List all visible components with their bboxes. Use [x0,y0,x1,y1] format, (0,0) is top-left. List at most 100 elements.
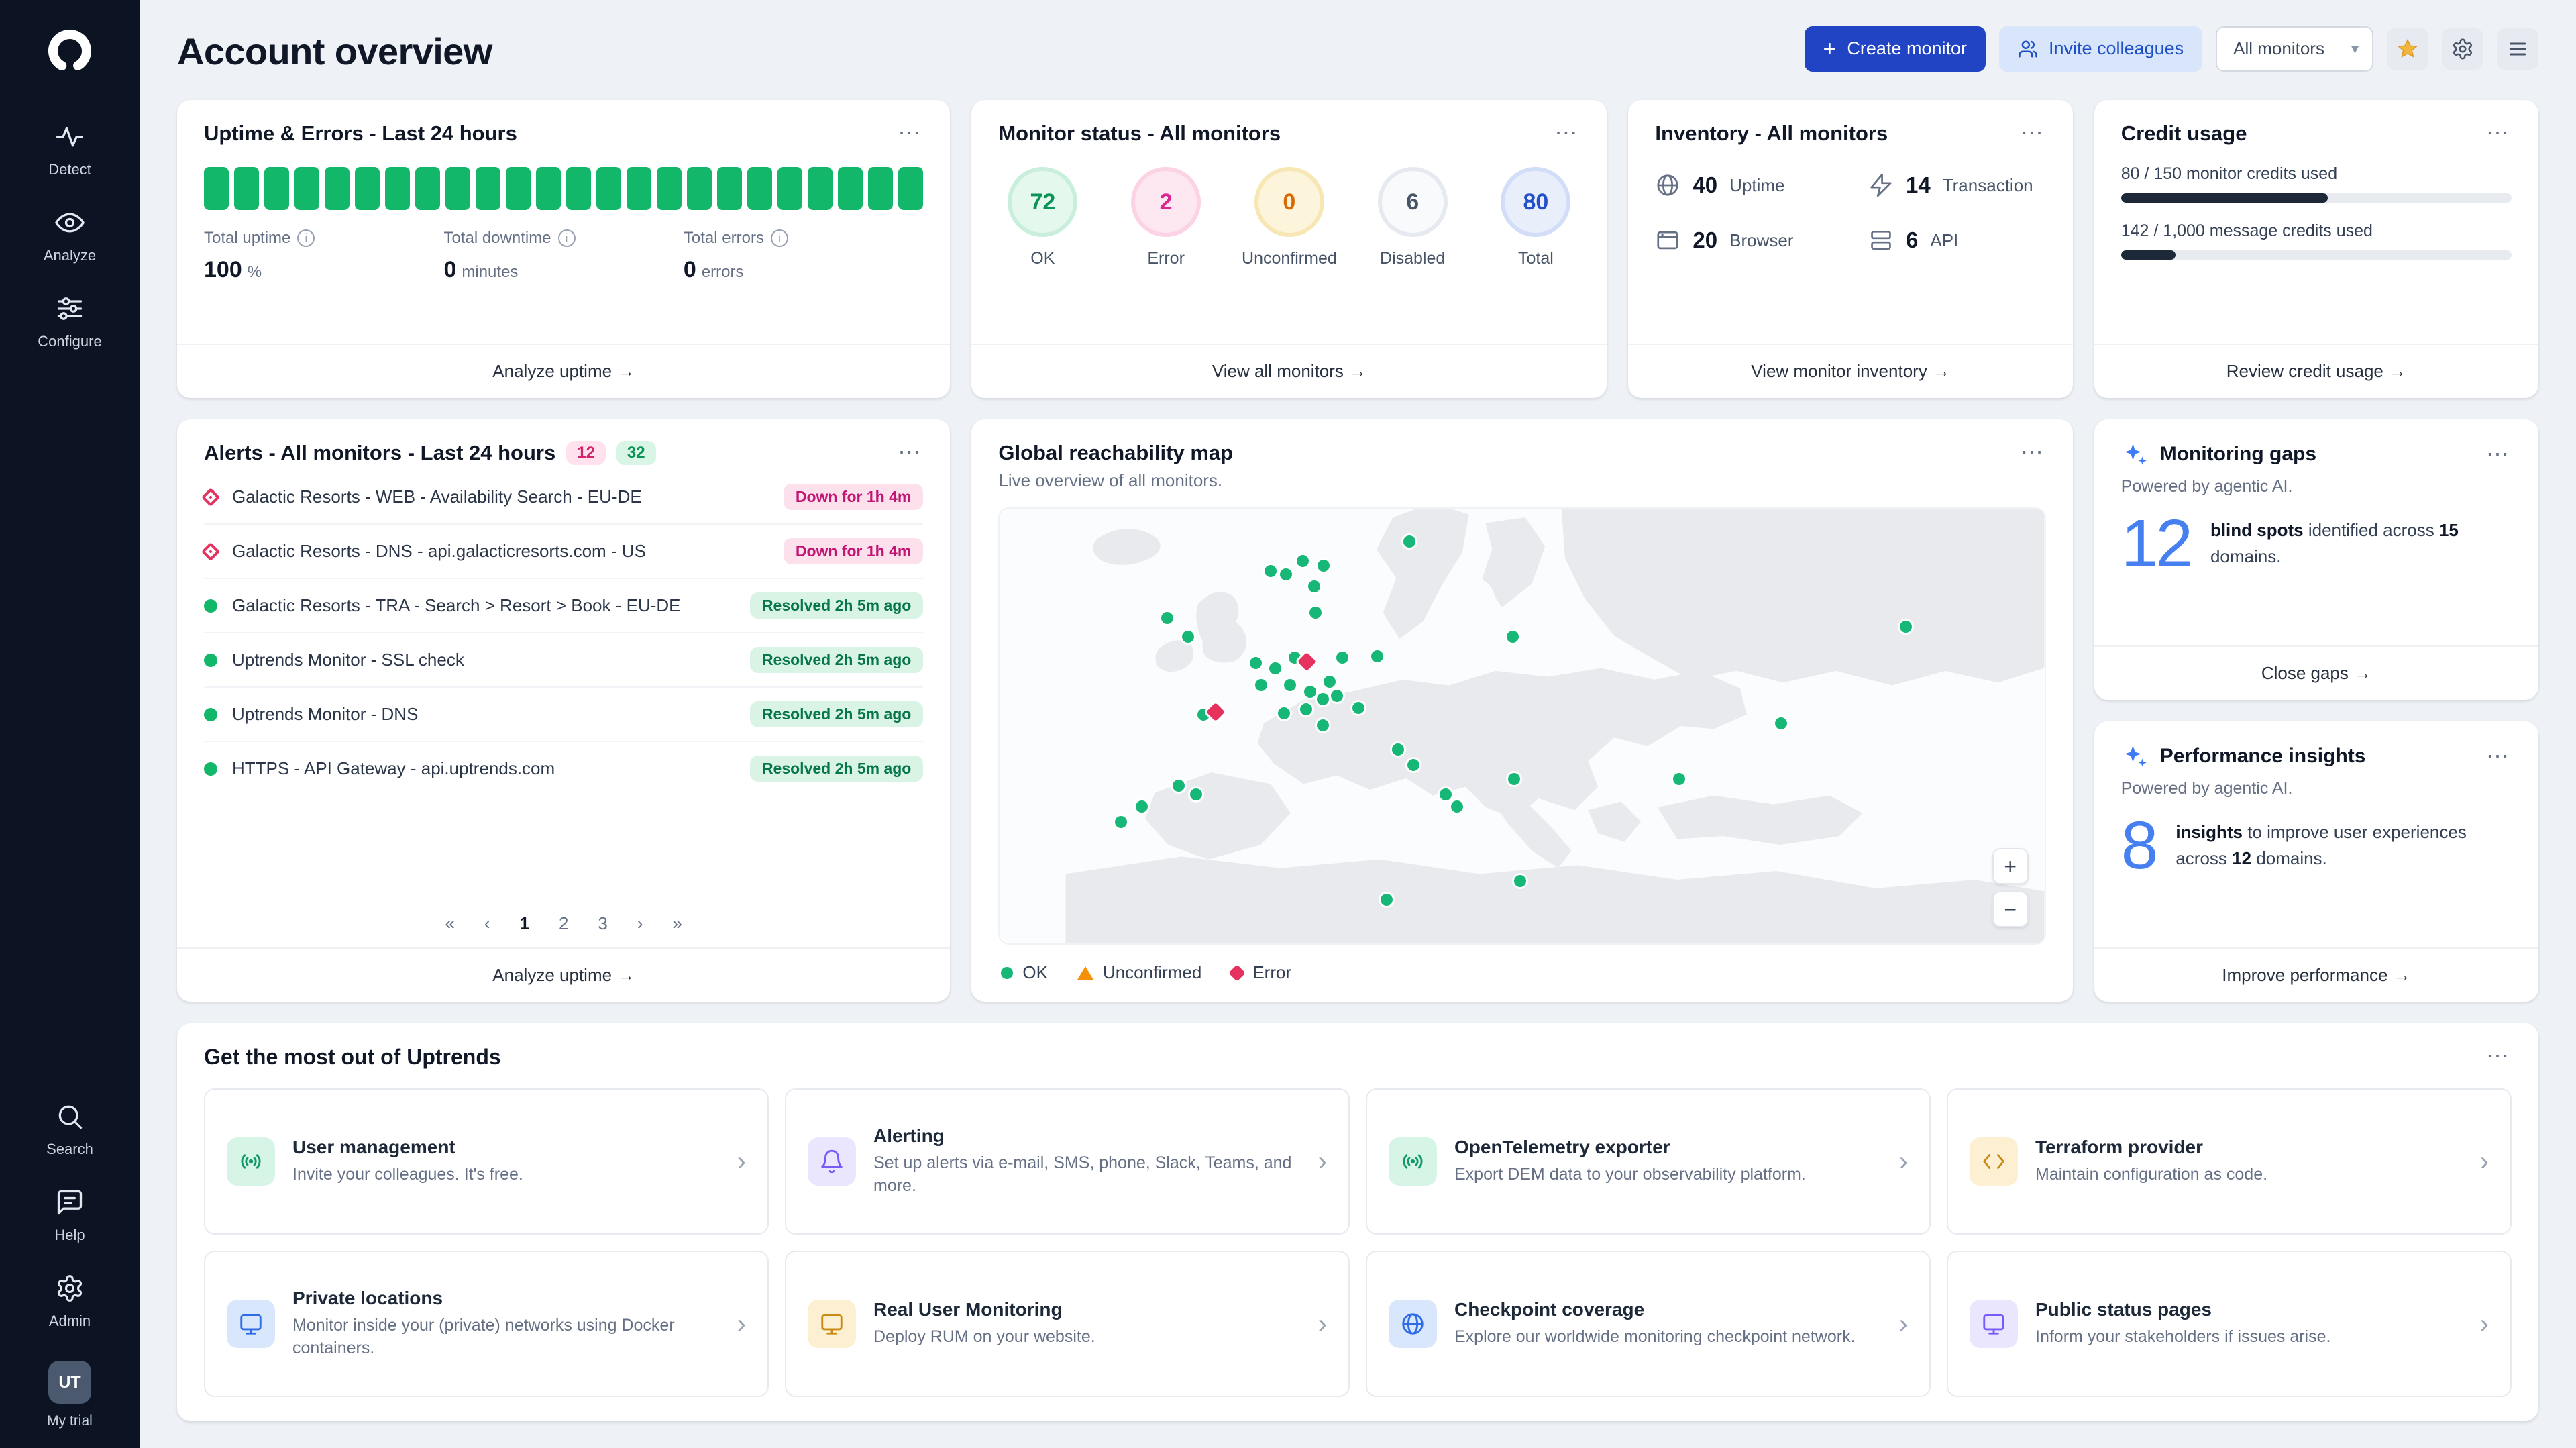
card-menu-button[interactable]: ⋯ [2018,441,2046,464]
map-marker-ok[interactable] [1190,788,1203,800]
map-marker-ok[interactable] [1316,719,1329,731]
favorites-button[interactable] [2387,28,2428,70]
map-marker-ok[interactable] [1277,707,1290,719]
alert-row[interactable]: Uptrends Monitor - DNS Resolved 2h 5m ag… [204,688,924,742]
sidebar-item-analyze[interactable]: Analyze [0,193,140,279]
card-menu-button[interactable]: ⋯ [2018,121,2046,144]
map-marker-ok[interactable] [1318,559,1330,572]
map-marker-ok[interactable] [1403,535,1415,548]
sidebar-item-detect[interactable]: Detect [0,107,140,193]
map-marker-ok[interactable] [1507,773,1520,786]
card-menu-button[interactable]: ⋯ [2483,1045,2512,1068]
uptrends-logo[interactable] [40,21,99,81]
map-marker-ok[interactable] [1507,631,1519,643]
sidebar-item-configure[interactable]: Configure [0,279,140,365]
improve-performance-link[interactable]: Improve performance → [2094,947,2538,1002]
map-marker-ok[interactable] [1309,606,1322,619]
alert-row[interactable]: Galactic Resorts - TRA - Search > Resort… [204,579,924,633]
map-marker-ok[interactable] [1249,657,1262,670]
info-icon[interactable]: i [770,229,788,247]
map-marker-ok[interactable] [1775,717,1788,730]
card-menu-button[interactable]: ⋯ [2483,121,2512,144]
map-marker-ok[interactable] [1161,611,1173,624]
map-marker-ok[interactable] [1299,703,1312,716]
tile-terraform-provider[interactable]: Terraform provider Maintain configuration… [1947,1088,2512,1235]
sidebar-item-admin[interactable]: Admin [0,1259,140,1345]
menu-button[interactable] [2497,28,2538,70]
map-marker-ok[interactable] [1284,679,1297,692]
card-menu-button[interactable]: ⋯ [2483,745,2512,768]
tile-checkpoint-coverage[interactable]: Checkpoint coverage Explore our worldwide… [1366,1251,1931,1397]
info-icon[interactable]: i [297,229,315,247]
map-marker-ok[interactable] [1264,564,1277,577]
review-credit-usage-link[interactable]: Review credit usage → [2094,344,2538,398]
map-marker-ok[interactable] [1296,554,1309,567]
monitor-filter-dropdown[interactable]: All monitors ▾ [2216,25,2373,72]
map-marker-ok[interactable] [1352,701,1364,714]
map-marker-ok[interactable] [1331,689,1344,702]
analyze-uptime-link[interactable]: Analyze uptime → [177,947,951,1002]
last-page-button[interactable]: » [672,913,683,933]
tile-alerting[interactable]: Alerting Set up alerts via e-mail, SMS, p… [785,1088,1350,1235]
map-marker-ok[interactable] [1440,788,1452,800]
settings-button[interactable] [2442,28,2483,70]
info-icon[interactable]: i [557,229,576,247]
first-page-button[interactable]: « [445,913,455,933]
zoom-out-button[interactable]: − [1992,891,2029,927]
tile-public-status-pages[interactable]: Public status pages Inform your stakehold… [1947,1251,2512,1397]
inventory-card: Inventory - All monitors ⋯ 40 Uptime 14 Tr… [1628,100,2073,398]
card-menu-button[interactable]: ⋯ [2483,443,2512,466]
avatar[interactable]: UT [48,1361,91,1404]
world-map[interactable]: + − [998,507,2046,945]
map-marker-ok[interactable] [1513,875,1526,888]
zoom-in-button[interactable]: + [1992,848,2029,884]
map-marker-ok[interactable] [1407,759,1420,772]
analyze-uptime-link[interactable]: Analyze uptime → [177,344,951,398]
page-1-button[interactable]: 1 [519,913,529,933]
map-marker-ok[interactable] [1303,686,1316,699]
alert-row[interactable]: Galactic Resorts - DNS - api.galacticres… [201,525,924,579]
prev-page-button[interactable]: ‹ [484,913,490,933]
map-marker-ok[interactable] [1288,652,1301,664]
map-marker-ok[interactable] [1269,662,1282,674]
card-menu-button[interactable]: ⋯ [895,441,923,464]
tile-user-management[interactable]: User management Invite your colleagues. I… [204,1088,769,1235]
page-2-button[interactable]: 2 [558,913,569,933]
arrow-icon: → [2388,361,2406,381]
next-page-button[interactable]: › [637,913,643,933]
card-menu-button[interactable]: ⋯ [895,121,923,144]
map-marker-ok[interactable] [1324,675,1336,688]
tile-opentelemetry-exporter[interactable]: OpenTelemetry exporter Export DEM data to… [1366,1088,1931,1235]
sidebar-item-search[interactable]: Search [0,1087,140,1173]
map-marker-ok[interactable] [1451,800,1464,813]
map-marker-ok[interactable] [1380,894,1393,907]
map-marker-ok[interactable] [1899,620,1912,633]
close-gaps-link[interactable]: Close gaps → [2094,645,2538,700]
map-marker-ok[interactable] [1254,679,1267,692]
sidebar-item-help[interactable]: Help [0,1173,140,1259]
map-marker-ok[interactable] [1371,650,1383,662]
view-all-monitors-link[interactable]: View all monitors → [971,344,1607,398]
map-marker-ok[interactable] [1308,580,1321,592]
map-marker-ok[interactable] [1115,816,1127,829]
alert-row[interactable]: Uptrends Monitor - SSL check Resolved 2h… [204,633,924,688]
main-content: Account overview + Create monitor Invite… [140,0,2576,1448]
create-monitor-button[interactable]: + Create monitor [1804,25,1986,72]
tile-real-user-monitoring[interactable]: Real User Monitoring Deploy RUM on your w… [785,1251,1350,1397]
invite-colleagues-button[interactable]: Invite colleagues [1998,25,2203,72]
map-marker-ok[interactable] [1136,800,1148,813]
map-marker-ok[interactable] [1280,568,1293,580]
tile-private-locations[interactable]: Private locations Monitor inside your (pr… [204,1251,769,1397]
progress-track [2121,193,2512,203]
map-marker-ok[interactable] [1181,631,1194,643]
alert-row[interactable]: HTTPS - API Gateway - api.uptrends.com R… [204,742,924,795]
alert-row[interactable]: Galactic Resorts - WEB - Availability Se… [201,470,924,525]
card-menu-button[interactable]: ⋯ [1552,121,1580,144]
map-marker-ok[interactable] [1172,779,1185,792]
view-monitor-inventory-link[interactable]: View monitor inventory → [1628,344,2073,398]
map-marker-ok[interactable] [1336,652,1349,664]
map-marker-ok[interactable] [1316,692,1329,705]
page-3-button[interactable]: 3 [598,913,608,933]
map-marker-ok[interactable] [1672,773,1685,786]
map-marker-ok[interactable] [1391,743,1404,756]
